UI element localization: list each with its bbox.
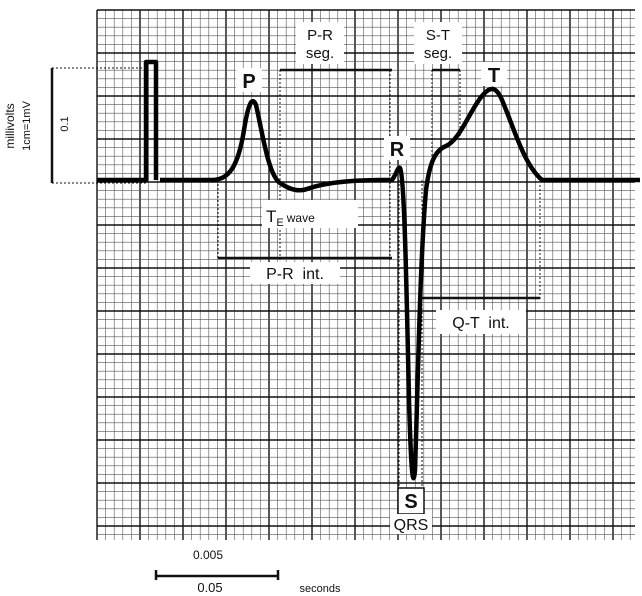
label-bg bbox=[185, 545, 235, 563]
label-bg bbox=[296, 22, 344, 64]
s-label: S bbox=[404, 491, 417, 513]
p-label: P bbox=[242, 71, 255, 93]
r-label: R bbox=[390, 139, 405, 161]
label-bg bbox=[481, 62, 507, 86]
label-bg bbox=[390, 514, 432, 534]
label-bg bbox=[414, 22, 462, 64]
ecg-grid bbox=[96, 9, 635, 540]
label-bg bbox=[250, 262, 340, 284]
qrs-label: QRS bbox=[394, 517, 429, 534]
pr-int-label: P-R int. bbox=[266, 266, 324, 283]
voltage-ratio: 1cm=1mV bbox=[21, 100, 33, 150]
ta-main: T bbox=[266, 207, 276, 226]
time-bar bbox=[154, 570, 280, 580]
qt-int-label: Q-T int. bbox=[452, 315, 510, 332]
label-bg bbox=[236, 68, 262, 92]
t-label: T bbox=[488, 65, 500, 87]
label-bg bbox=[384, 136, 410, 160]
label-bg bbox=[436, 310, 526, 334]
label-bg bbox=[262, 200, 358, 228]
time-small: 0.005 bbox=[193, 548, 223, 562]
ta-suffix: wave bbox=[286, 211, 315, 225]
pr-seg-label: P-R bbox=[307, 27, 333, 44]
interval-guides bbox=[217, 70, 541, 500]
st-seg-label: seg. bbox=[424, 45, 452, 62]
ta-sub: E bbox=[276, 217, 283, 229]
ta-wave-label: TE wave bbox=[266, 207, 315, 229]
voltage-value: 0.1 bbox=[59, 116, 71, 131]
pr-seg-label: seg. bbox=[306, 45, 334, 62]
voltage-unit: millivolts bbox=[3, 103, 17, 148]
time-large: 0.05 bbox=[197, 580, 222, 595]
st-seg-label: S-T bbox=[426, 27, 450, 44]
ecg-waveform bbox=[97, 59, 640, 481]
time-unit: seconds bbox=[300, 583, 341, 595]
